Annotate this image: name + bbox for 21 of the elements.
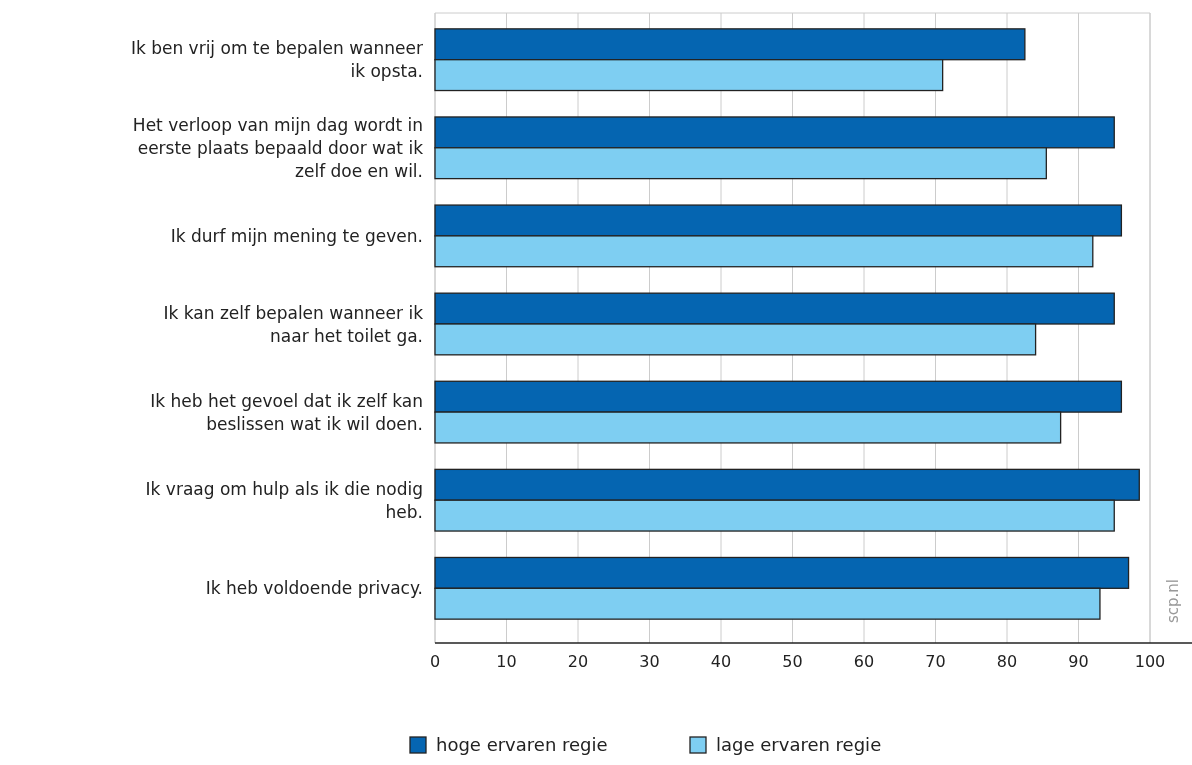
y-tick-label: Ik ben vrij om te bepalen wanneer ik opsta.: [130, 38, 423, 82]
y-tick-label: Ik vraag om hulp als ik die nodig heb.: [145, 478, 423, 522]
y-tick-label: Ik kan zelf bepalen wanneer ik naar het toilet ga.: [163, 302, 424, 346]
x-tick-label: 90: [1068, 652, 1089, 671]
y-tick-label: Ik durf mijn mening te geven.: [170, 225, 423, 246]
text: scp.nl: [1164, 578, 1182, 623]
legend-label: lage ervaren regie: [716, 734, 882, 755]
x-tick-label: 70: [925, 652, 946, 671]
y-tick-label: Ik heb het gevoel dat ik zelf kan beslissen wat ik wil doen.: [150, 390, 423, 434]
x-tick-label: 20: [567, 652, 589, 671]
legend-label: hoge ervaren regie: [436, 734, 608, 755]
x-tick-label: 30: [639, 652, 660, 671]
y-tick-label: Het verloop van mijn dag wordt in eerste plaats bepaald door wat ik zelf doe en wil.: [132, 114, 424, 181]
x-tick-label: 50: [782, 652, 803, 671]
x-tick-label: 100: [1134, 652, 1166, 671]
x-tick-label: 60: [853, 652, 875, 671]
y-tick-label: Ik heb voldoende privacy.: [205, 578, 423, 599]
x-tick-label: 0: [429, 652, 441, 671]
x-tick-label: 80: [996, 652, 1018, 671]
x-tick-label: 10: [496, 652, 517, 671]
x-tick-label: 40: [710, 652, 732, 671]
